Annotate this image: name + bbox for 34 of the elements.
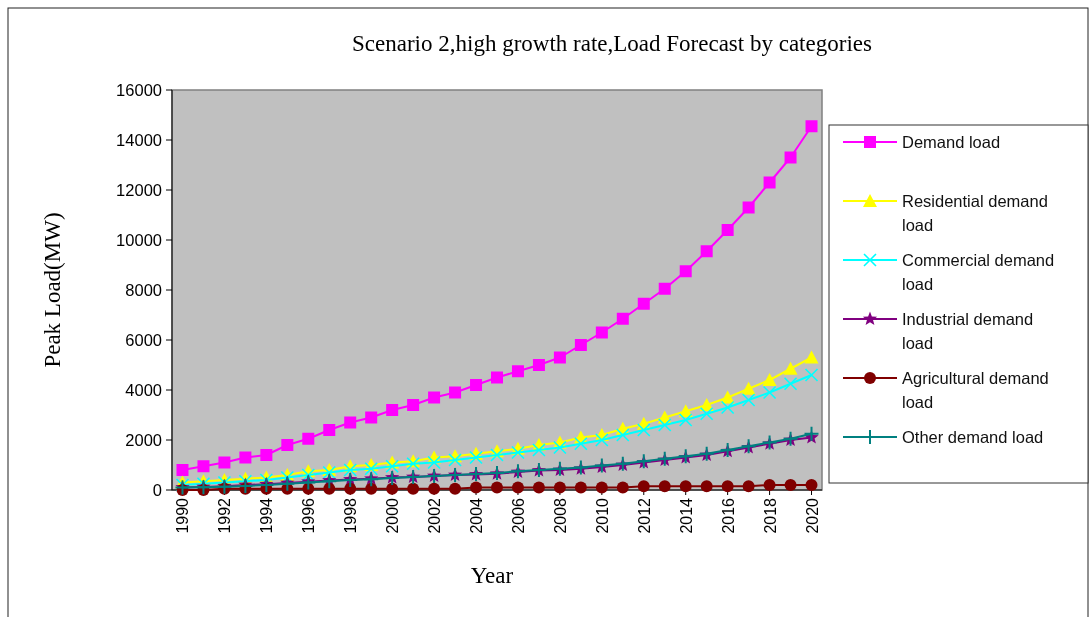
legend-label: Agricultural demand load (902, 369, 1049, 411)
legend-label: Other demand load (902, 428, 1044, 446)
x-tick-label: 1992 (216, 497, 234, 534)
y-tick-label: 14000 (116, 131, 162, 149)
x-tick-label: 2002 (426, 497, 444, 534)
y-tick-label: 0 (152, 481, 162, 499)
y-tick-label: 2000 (125, 431, 162, 449)
legend-label: Commercial demand load (902, 251, 1055, 293)
y-tick-label: 4000 (125, 381, 162, 399)
legend-label: Demand load (902, 133, 1001, 151)
x-tick-label: 2004 (468, 497, 486, 534)
legend-label: Industrial demand load (902, 310, 1034, 352)
x-tick-label: 2016 (719, 497, 737, 534)
y-tick-label: 12000 (116, 181, 162, 199)
x-tick-label: 2014 (677, 497, 695, 534)
y-axis-title: Peak Load(MW) (40, 212, 65, 368)
x-tick-label: 2018 (761, 497, 779, 534)
x-tick-label: 1994 (258, 497, 276, 534)
y-tick-label: 16000 (116, 81, 162, 99)
x-tick-label: 2008 (551, 497, 569, 534)
x-tick-label: 2012 (635, 497, 653, 534)
y-tick-label: 6000 (125, 331, 162, 349)
x-tick-label: 2010 (593, 497, 611, 534)
x-tick-label: 2006 (509, 497, 527, 534)
x-axis-title: Year (470, 563, 514, 588)
x-tick-label: 1990 (174, 497, 192, 534)
x-tick-label: 2020 (803, 497, 821, 534)
x-tick-label: 2000 (384, 497, 402, 534)
y-tick-label: 10000 (116, 231, 162, 249)
x-tick-label: 1996 (300, 497, 318, 534)
legend-label: Residential demand load (902, 192, 1048, 234)
y-tick-label: 8000 (125, 281, 162, 299)
chart-title: Scenario 2,high growth rate,Load Forecast by categories (352, 31, 872, 56)
x-tick-label: 1998 (342, 497, 360, 534)
